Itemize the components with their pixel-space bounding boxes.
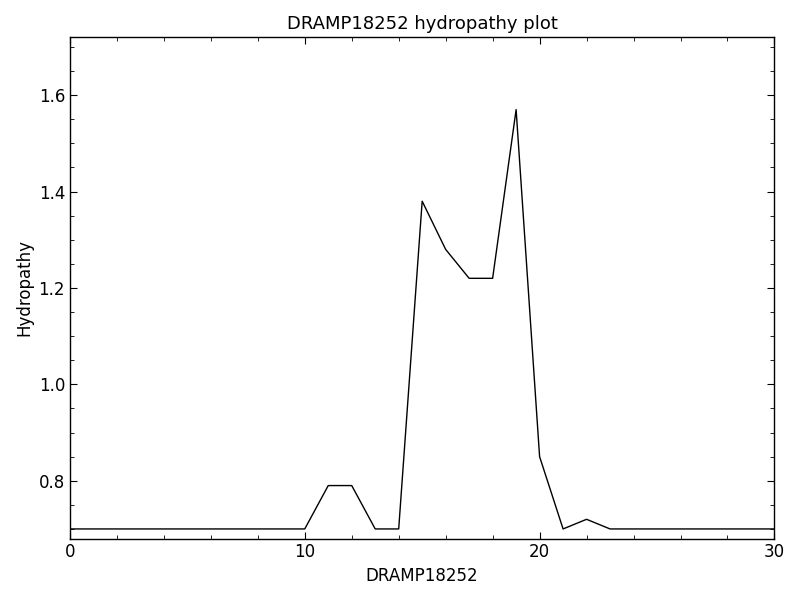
Title: DRAMP18252 hydropathy plot: DRAMP18252 hydropathy plot	[286, 15, 558, 33]
X-axis label: DRAMP18252: DRAMP18252	[366, 567, 478, 585]
Y-axis label: Hydropathy: Hydropathy	[15, 239, 33, 337]
